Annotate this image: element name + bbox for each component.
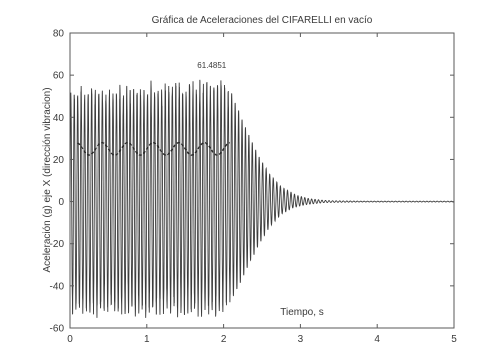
y-tick-label: 0 <box>58 197 64 208</box>
x-tick-label: 2 <box>221 334 227 345</box>
y-tick-label: -60 <box>50 324 65 335</box>
y-tick-label: 20 <box>53 155 65 166</box>
y-tick-label: 40 <box>53 113 65 124</box>
chart-title: Gráfica de Aceleraciones del CIFARELLI e… <box>152 15 373 26</box>
x-tick-label: 4 <box>374 334 380 345</box>
series-dense-band <box>77 141 230 156</box>
x-axis-label: Tiempo, s <box>280 307 324 318</box>
y-tick-label: 80 <box>53 29 65 40</box>
x-tick-label: 5 <box>451 334 457 345</box>
y-tick-label: 60 <box>53 71 65 82</box>
x-tick-label: 0 <box>67 334 73 345</box>
y-tick-label: -20 <box>50 239 65 250</box>
x-tick-label: 1 <box>144 334 150 345</box>
axes-layer: 0 1 2 3 4 5 -60 -40 -20 0 20 40 60 80 <box>50 29 458 346</box>
signal-layer <box>69 79 455 318</box>
x-tick-label: 3 <box>298 334 304 345</box>
y-axis-label: Aceleración (g) eje X (dirección vibraci… <box>42 87 53 272</box>
peak-annotation: 61.4851 <box>197 61 226 70</box>
series-line-acceleration <box>69 79 455 318</box>
y-tick-label: -40 <box>50 281 65 292</box>
